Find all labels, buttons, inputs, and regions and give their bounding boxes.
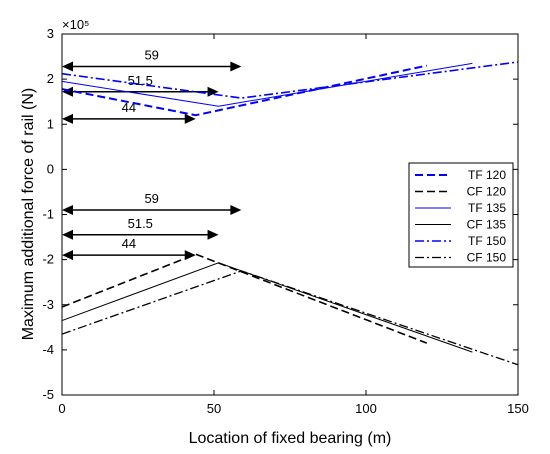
legend-label: TF 120 <box>468 168 506 182</box>
x-tick-label: 150 <box>507 401 529 416</box>
y-exponent-label: ×10⁵ <box>62 17 89 32</box>
x-tick-label: 100 <box>355 401 377 416</box>
y-tick-label: 1 <box>47 116 54 131</box>
series-line-tf-135 <box>61 62 473 107</box>
y-tick-label: 2 <box>47 71 54 86</box>
arrow-head <box>184 113 196 124</box>
y-axis-label: Maximum additional force of rail (N) <box>20 88 37 341</box>
annotation-label: 59 <box>144 191 158 206</box>
y-tick-label: -4 <box>42 342 54 357</box>
annotation-label: 44 <box>122 100 136 115</box>
legend-box <box>408 162 514 268</box>
x-tick-label: 0 <box>58 401 65 416</box>
arrow-head <box>207 229 219 240</box>
y-tick-label: -3 <box>42 297 54 312</box>
legend-label: CF 120 <box>467 185 507 199</box>
y-tick-label: 3 <box>47 26 54 41</box>
legend-label: TF 135 <box>468 201 506 215</box>
arrow-head <box>230 204 242 215</box>
annotation-label: 59 <box>144 47 158 62</box>
arrow-head <box>62 204 73 215</box>
x-axis-ticks: 0 50 100 150 <box>58 34 529 416</box>
legend-label: CF 150 <box>467 251 507 265</box>
span-annotation: 59 <box>62 191 242 215</box>
series-lines <box>61 61 519 366</box>
arrow-head <box>62 61 73 72</box>
y-tick-label: -5 <box>42 387 54 402</box>
arrow-head <box>62 250 73 261</box>
series-line-cf-135 <box>61 262 473 353</box>
y-axis-ticks: -5 -4 -3 -2 -1 0 1 2 3 <box>42 26 518 402</box>
arrow-head <box>62 113 73 124</box>
legend-label: TF 150 <box>468 234 506 248</box>
arrow-head <box>230 61 242 72</box>
span-annotation: 44 <box>62 100 196 124</box>
y-tick-label: 0 <box>47 161 54 176</box>
legend: TF 120 CF 120 TF 135 CF 135 TF 150 CF 150 <box>408 162 514 268</box>
legend-label: CF 135 <box>467 218 507 232</box>
y-tick-label: -1 <box>42 207 54 222</box>
annotation-label: 51.5 <box>128 216 153 231</box>
x-axis-label: Location of fixed bearing (m) <box>189 430 392 447</box>
span-annotation: 44 <box>62 236 196 261</box>
span-annotation: 51.5 <box>62 216 219 240</box>
series-line-cf-150 <box>61 270 519 366</box>
arrow-head <box>62 229 73 240</box>
x-tick-label: 50 <box>207 401 221 416</box>
span-annotation: 59 <box>62 47 242 72</box>
series-line-tf-120 <box>61 64 428 117</box>
annotation-label: 44 <box>122 236 136 251</box>
arrow-head <box>62 86 73 97</box>
y-tick-label: -2 <box>42 252 54 267</box>
